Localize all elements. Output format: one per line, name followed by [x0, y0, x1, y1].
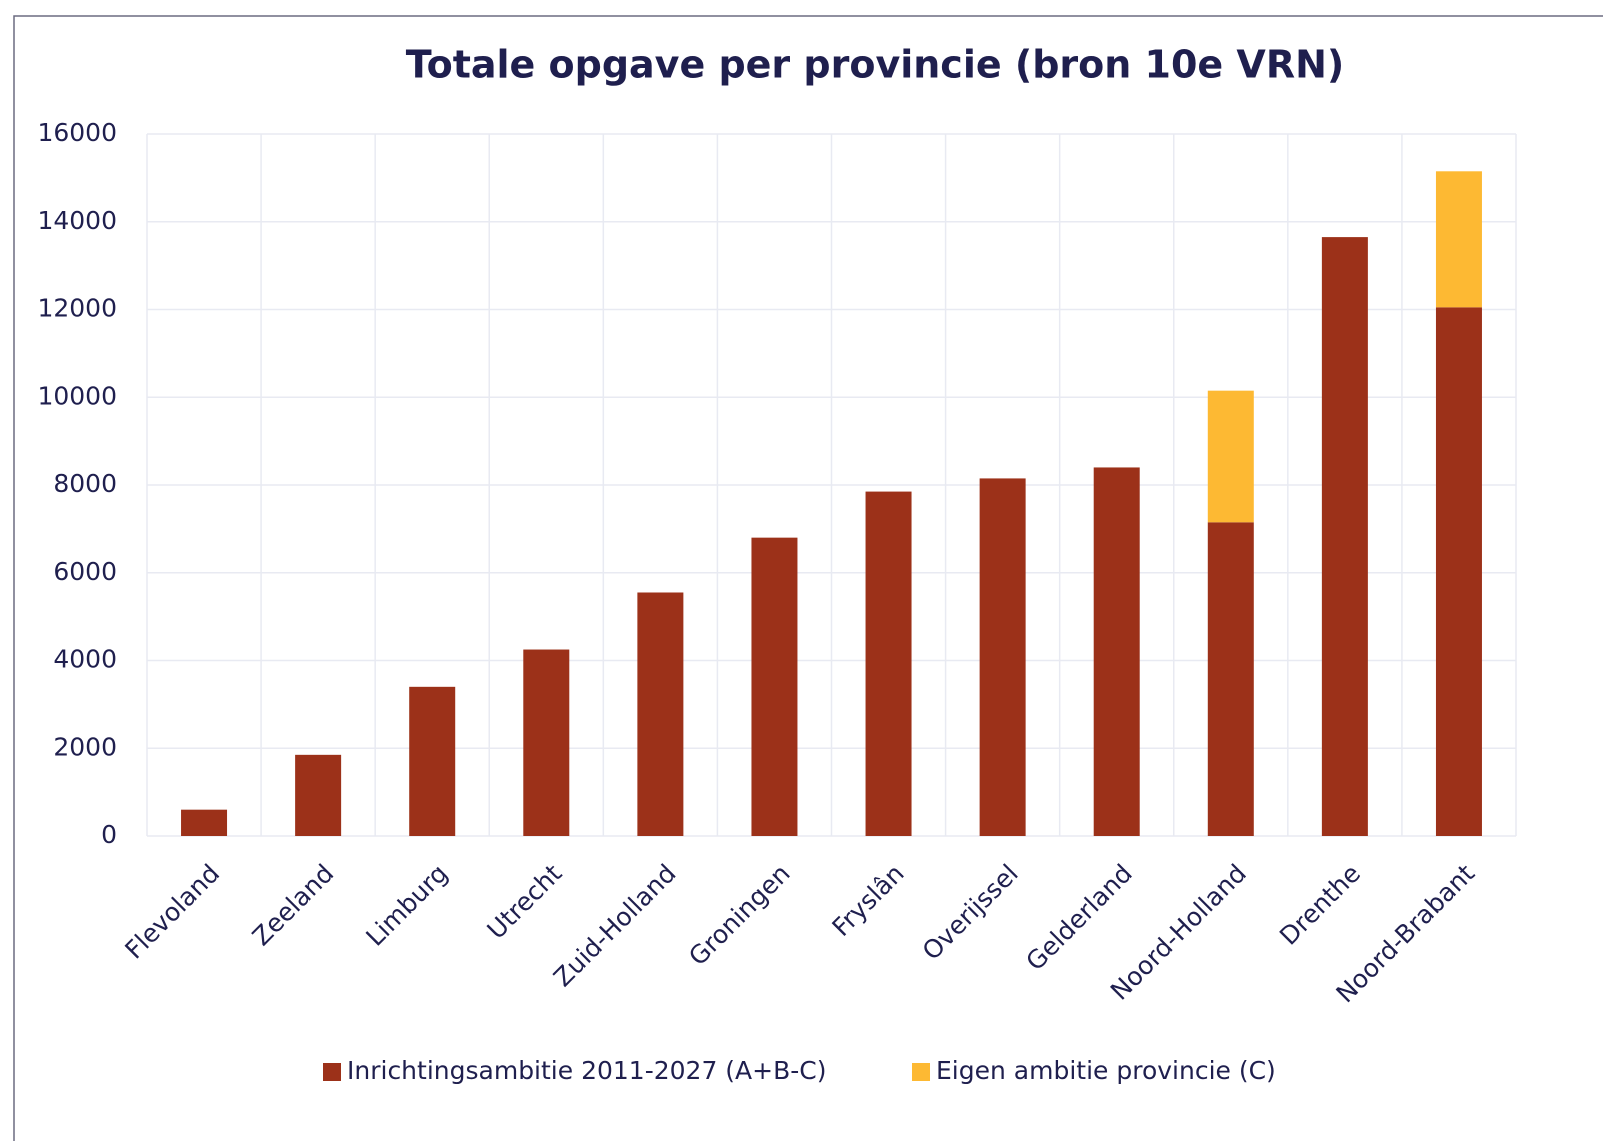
bar-segment: [865, 491, 912, 836]
y-tick-label: 4000: [53, 645, 117, 674]
frame: [13, 15, 1603, 1141]
bar-segment: [1435, 307, 1482, 836]
y-tick-label: 12000: [37, 294, 117, 323]
bar-segment: [1321, 237, 1368, 836]
bar-segment: [637, 592, 684, 836]
bar-segment: [1093, 467, 1140, 836]
x-tick-label: Flevoland: [119, 859, 225, 965]
y-tick-label: 10000: [37, 381, 117, 410]
y-tick-label: 0: [101, 820, 117, 849]
chart-title: Totale opgave per provincie (bron 10e VR…: [406, 43, 1345, 87]
x-tick-label: Limburg: [360, 859, 453, 952]
x-tick-label: Zeeland: [247, 859, 340, 952]
y-tick-label: 2000: [53, 732, 117, 761]
x-tick-label: Groningen: [683, 859, 796, 972]
bar-segment: [1435, 171, 1482, 308]
y-tick-label: 14000: [37, 206, 117, 235]
legend-label: Eigen ambitie provincie (C): [936, 1056, 1276, 1085]
bar-segment: [409, 686, 456, 836]
bar-segment: [751, 537, 798, 836]
bar-segment: [1207, 522, 1254, 836]
x-tick-label: Fryslân: [826, 859, 909, 942]
x-tick-label: Drenthe: [1274, 859, 1366, 951]
y-tick-label: 16000: [37, 118, 117, 147]
x-tick-label: Zuid-Holland: [548, 859, 682, 993]
y-tick-label: 8000: [53, 469, 117, 498]
legend-swatch: [323, 1063, 341, 1081]
x-tick-label: Gelderland: [1020, 859, 1138, 977]
bar-segment: [181, 809, 228, 836]
bar-segment: [979, 478, 1026, 836]
x-tick-label: Utrecht: [481, 859, 567, 945]
y-tick-label: 6000: [53, 557, 117, 586]
bar-segment: [523, 649, 570, 836]
legend-swatch: [912, 1063, 930, 1081]
legend-label: Inrichtingsambitie 2011-2027 (A+B-C): [347, 1056, 826, 1085]
x-tick-label: Overijssel: [917, 859, 1024, 966]
bar-segment: [295, 754, 342, 836]
bar-segment: [1207, 390, 1254, 523]
